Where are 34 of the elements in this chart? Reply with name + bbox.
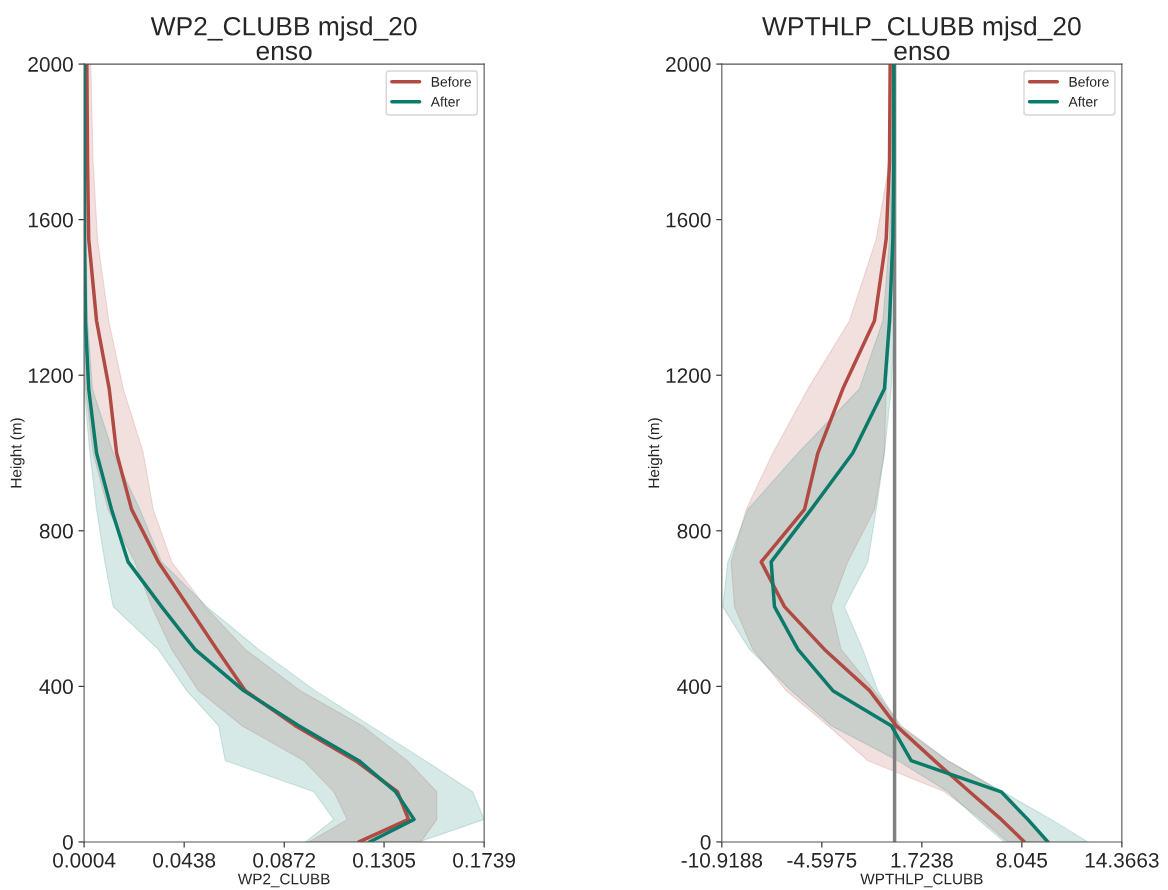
legend-label: Before	[1069, 76, 1109, 87]
legend-label: Before	[431, 76, 472, 87]
chart-title: WP2_CLUBB mjsd_20	[150, 16, 417, 41]
y-tick-label: 0	[62, 834, 73, 850]
y-tick-label: 2000	[28, 57, 73, 72]
chart-subtitle: enso	[256, 45, 312, 61]
x-tick-label: 8.045	[996, 852, 1048, 868]
x-tick-label: -4.5975	[787, 852, 857, 868]
x-axis-title: WPTHLP_CLUBB	[860, 873, 983, 888]
y-tick-label: 1200	[666, 368, 711, 383]
y-tick-label: 1200	[28, 368, 73, 383]
x-tick-label: 0.0004	[53, 852, 116, 868]
y-axis-title: Height (m)	[648, 418, 663, 488]
legend-label: After	[430, 96, 460, 107]
y-tick-label: 400	[39, 679, 73, 695]
y-tick-label: 800	[677, 523, 711, 539]
x-tick-label: 0.1305	[353, 852, 416, 868]
x-tick-label: -10.9188	[681, 852, 763, 868]
legend-label: After	[1068, 96, 1098, 107]
y-tick-label: 1600	[666, 212, 711, 228]
x-axis-title: WP2_CLUBB	[237, 873, 330, 888]
y-axis-title: Height (m)	[10, 418, 25, 488]
y-tick-label: 0	[700, 834, 711, 850]
chart-subtitle: enso	[894, 45, 950, 61]
x-tick-label: 0.0872	[253, 852, 316, 868]
x-tick-label: 0.0438	[153, 852, 216, 868]
y-tick-label: 800	[39, 523, 73, 539]
x-tick-label: 14.3663	[1085, 852, 1159, 868]
chart-title: WPTHLP_CLUBB mjsd_20	[762, 16, 1081, 41]
y-tick-label: 2000	[666, 57, 711, 72]
x-tick-label: 0.1739	[453, 852, 516, 868]
y-tick-label: 1600	[28, 212, 73, 228]
y-tick-label: 400	[677, 679, 711, 695]
x-tick-label: 1.7238	[891, 852, 953, 868]
